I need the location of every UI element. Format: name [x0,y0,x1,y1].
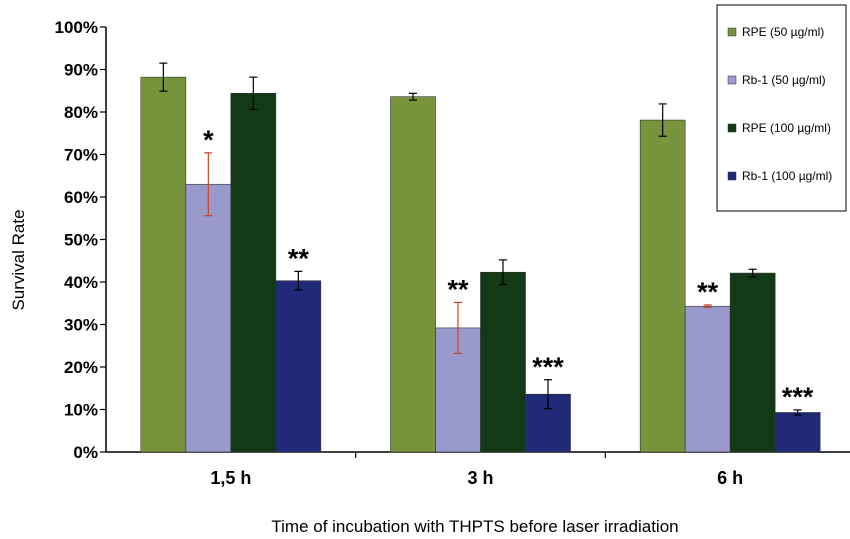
significance-marker: ** [447,274,469,304]
legend-swatch [727,123,737,133]
legend-label: Rb-1 (50 µg/ml) [742,73,826,87]
y-tick-label: 80% [64,103,98,122]
legend-swatch [727,75,737,85]
significance-marker: *** [532,352,564,382]
bar [230,93,277,453]
significance-marker: * [203,125,214,155]
x-axis-title: Time of incubation with THPTS before las… [271,517,678,536]
bar [390,96,436,453]
bar [480,271,526,453]
x-tick-label: 6 h [717,468,743,488]
x-tick-label: 1,5 h [210,468,251,488]
bar [729,272,776,453]
y-tick-label: 40% [64,273,98,292]
legend-swatch [727,27,737,37]
y-tick-label: 0% [73,443,98,462]
y-tick-label: 10% [64,401,98,420]
bar [140,76,187,453]
y-tick-label: 90% [64,61,98,80]
x-tick-label: 3 h [467,468,493,488]
y-tick-label: 50% [64,231,98,250]
significance-marker: ** [288,243,310,273]
significance-marker: *** [782,382,814,412]
legend: RPE (50 µg/ml) Rb-1 (50 µg/ml) RPE (100 µg… [716,4,847,212]
bar [774,412,821,453]
y-tick-label: 60% [64,188,98,207]
bar [185,183,232,453]
legend-label: RPE (100 µg/ml) [742,121,831,135]
bars-group [140,62,821,453]
y-tick-label: 70% [64,146,98,165]
bar [684,305,731,453]
labels-group: 0%10%20%30%40%50%60%70%80%90%100%***1,5 … [9,18,814,536]
legend-swatch [727,171,737,181]
significance-marker: ** [697,277,719,307]
bar [639,119,686,453]
legend-label: Rb-1 (100 µg/ml) [742,169,832,183]
y-tick-label: 100% [55,18,98,37]
y-tick-label: 30% [64,316,98,335]
y-axis-title: Survival Rate [9,209,28,310]
legend-label: RPE (50 µg/ml) [742,25,824,39]
legend-box [716,4,847,212]
y-tick-label: 20% [64,358,98,377]
bar [275,280,322,453]
